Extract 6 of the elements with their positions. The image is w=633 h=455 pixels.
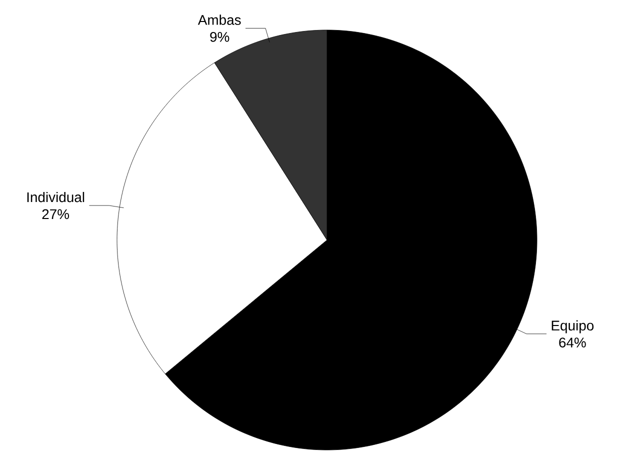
slice-label: Equipo (552, 320, 594, 334)
data-label: 27% (42, 209, 70, 220)
data-label: 64% (559, 338, 586, 348)
slice-label: Individual (27, 192, 84, 202)
slice-label: Ambas (198, 14, 241, 25)
data-label: 9% (210, 32, 230, 42)
